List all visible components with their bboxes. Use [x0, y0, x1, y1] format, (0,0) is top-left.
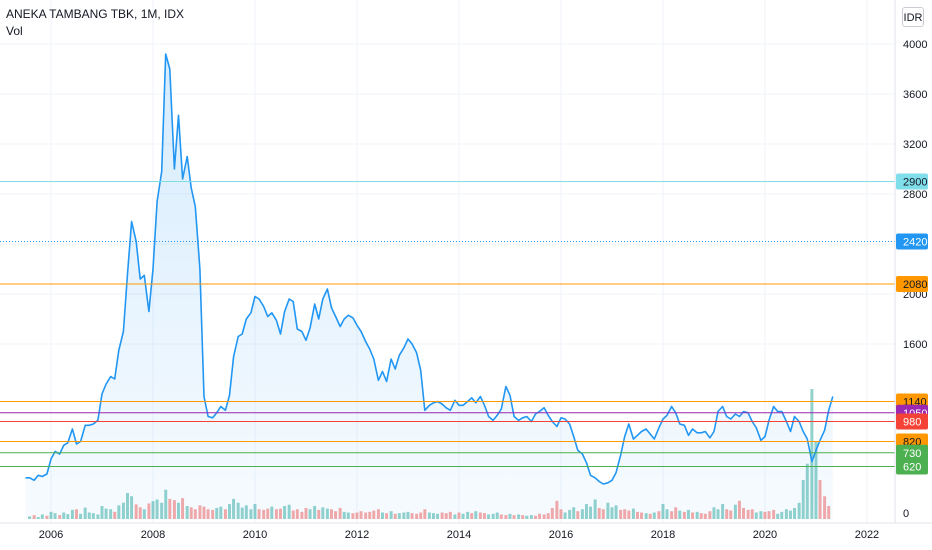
level-badge-730[interactable]: 730 [896, 444, 928, 461]
price-tick-label: 3200 [903, 139, 927, 151]
time-tick-label: 2020 [753, 529, 777, 541]
time-tick-label: 2016 [549, 529, 573, 541]
level-badge-620[interactable]: 620 [896, 458, 928, 475]
time-tick-label: 2022 [855, 529, 879, 541]
price-area-fill [25, 54, 833, 519]
time-tick-label: 2006 [39, 529, 63, 541]
volume-bar [810, 389, 814, 519]
symbol-title[interactable]: ANEKA TAMBANG TBK, 1M, IDX [6, 7, 185, 21]
level-badge-2080-text: 2080 [903, 279, 927, 291]
chart-legend: ANEKA TAMBANG TBK, 1M, IDX Vol [6, 6, 184, 40]
price-tick-label: 3600 [903, 89, 927, 101]
price-badges: 29002080114010509808207306202420 [896, 173, 928, 475]
time-tick-label: 2012 [345, 529, 369, 541]
level-badge-620-text: 620 [903, 462, 921, 474]
level-badge-980-bg [896, 413, 928, 430]
level-badge-2900-text: 2900 [903, 177, 927, 189]
level-badge-730-bg [896, 444, 928, 461]
price-tick-label: 4000 [903, 39, 927, 51]
time-axis[interactable]: 2006 2008 2010 2012 2014 2016 2018 2020 2022 [39, 529, 879, 541]
time-tick-label: 2018 [651, 529, 675, 541]
level-badge-980[interactable]: 980 [896, 413, 928, 430]
current-price-badge[interactable]: 2420 [896, 233, 928, 250]
current-price-badge-bg [896, 233, 928, 250]
level-badge-2900[interactable]: 2900 [896, 173, 928, 190]
time-tick-label: 2008 [141, 529, 165, 541]
volume-axis-label: 0 [903, 508, 909, 520]
currency-button[interactable]: IDR [902, 7, 924, 27]
level-badge-2080-bg [896, 276, 928, 292]
time-tick-label: 2014 [447, 529, 471, 541]
price-tick-label: 1600 [903, 339, 927, 351]
price-tick-label: 2800 [903, 189, 927, 201]
price-area [25, 53, 834, 519]
current-price-badge-text: 2420 [903, 237, 927, 249]
volume-indicator-label[interactable]: Vol [6, 24, 23, 38]
level-badge-2080[interactable]: 2080 [896, 276, 928, 292]
level-badge-730-text: 730 [903, 448, 921, 460]
horizontal-levels [0, 181, 895, 467]
level-badge-980-text: 980 [903, 417, 921, 429]
level-badge-2900-bg [896, 173, 928, 190]
level-badge-620-bg [896, 458, 928, 475]
time-tick-label: 2010 [243, 529, 267, 541]
